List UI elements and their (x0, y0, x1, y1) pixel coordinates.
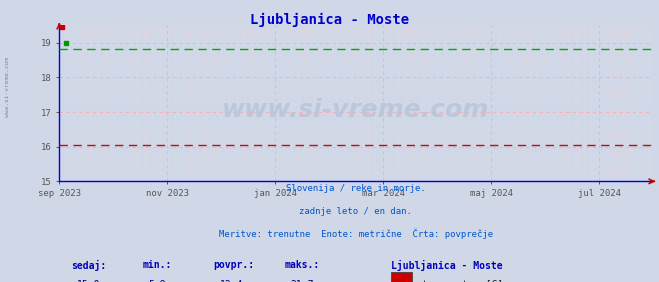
Text: Slovenija / reke in morje.: Slovenija / reke in morje. (286, 184, 426, 193)
Text: sedaj:: sedaj: (71, 260, 106, 271)
Text: www.si-vreme.com: www.si-vreme.com (5, 58, 11, 117)
Text: www.si-vreme.com: www.si-vreme.com (222, 98, 490, 122)
Text: temperatura[C]: temperatura[C] (421, 280, 503, 282)
Text: 15,0: 15,0 (77, 280, 101, 282)
Text: povpr.:: povpr.: (214, 260, 254, 270)
Text: 5,9: 5,9 (148, 280, 166, 282)
Text: Ljubljanica - Moste: Ljubljanica - Moste (391, 260, 503, 271)
Text: zadnje leto / en dan.: zadnje leto / en dan. (299, 206, 413, 215)
Text: 21,7: 21,7 (291, 280, 314, 282)
Text: min.:: min.: (142, 260, 172, 270)
Text: Ljubljanica - Moste: Ljubljanica - Moste (250, 13, 409, 27)
FancyBboxPatch shape (391, 272, 413, 282)
Text: 12,4: 12,4 (219, 280, 243, 282)
Text: maks.:: maks.: (285, 260, 320, 270)
Text: Meritve: trenutne  Enote: metrične  Črta: povprečje: Meritve: trenutne Enote: metrične Črta: … (219, 229, 493, 239)
